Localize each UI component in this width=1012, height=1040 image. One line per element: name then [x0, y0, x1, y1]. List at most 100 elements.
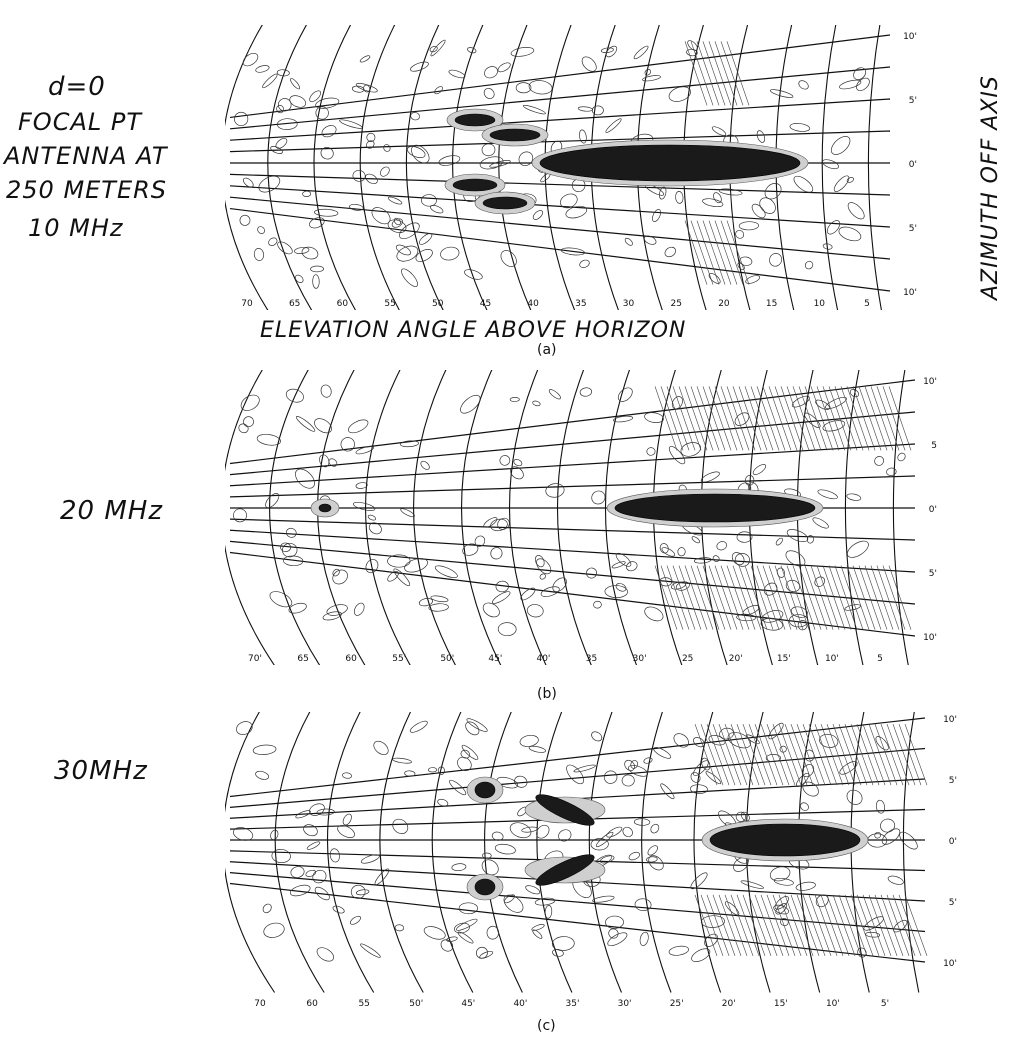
hatch-line [684, 220, 708, 285]
contour-loop [760, 617, 784, 631]
hatch-line [712, 894, 736, 957]
hatch-line [672, 565, 696, 630]
contour-loop [310, 265, 324, 273]
contour-loop [718, 188, 743, 196]
contour-loop [322, 611, 342, 621]
contour-loop [289, 884, 311, 897]
contour-loop [373, 740, 389, 756]
contour-loop [785, 550, 806, 567]
contour-loop [769, 253, 783, 267]
elevation-tick-label: 5 [864, 299, 870, 309]
contour-loop [822, 243, 833, 250]
contour-loop [499, 455, 511, 466]
contour-loop [899, 831, 918, 850]
contour-loop [462, 543, 479, 556]
hatch-line [732, 565, 756, 630]
contour-loop [763, 582, 778, 596]
contour-loop [897, 452, 906, 462]
contour-loop [285, 388, 304, 403]
contour-loop [839, 79, 862, 90]
contour-loop [288, 602, 307, 614]
contour-loop [595, 831, 614, 848]
hatch-line [724, 723, 748, 786]
hatch-line [838, 723, 862, 786]
contour-loop [536, 824, 550, 839]
contour-loop [745, 275, 761, 284]
contour-loop [881, 828, 901, 845]
contour-loop [303, 824, 318, 837]
contour-loop [351, 85, 365, 93]
contour-loop [504, 894, 516, 904]
contour-loop [269, 591, 293, 608]
main-lobe [614, 493, 816, 523]
contour-loop [731, 552, 745, 566]
contour-loop [342, 813, 352, 826]
azimuth-line [229, 551, 916, 637]
hatch-line [726, 386, 750, 451]
contour-loop [633, 45, 649, 60]
contour-loop [457, 756, 472, 772]
hatch-line [690, 386, 714, 451]
contour-loop [518, 151, 534, 167]
azimuth-tick-label: 5' [949, 898, 957, 908]
contour-loop [503, 894, 524, 913]
contour-loop [467, 47, 477, 54]
contour-loop [605, 45, 618, 58]
contour-loop [846, 493, 862, 501]
contour-loop [785, 579, 801, 593]
hatch-line [876, 386, 900, 451]
hatch-line [816, 565, 840, 630]
contour-loop [856, 77, 870, 92]
elevation-arc [867, 25, 882, 310]
contour-loop [647, 845, 658, 856]
contour-loop [430, 595, 449, 603]
hatch-line [820, 723, 844, 786]
contour-loop [712, 555, 720, 562]
contour-loop [531, 924, 545, 931]
azimuth-line [229, 379, 916, 465]
contour-loop [328, 458, 338, 467]
hatch-line [784, 723, 808, 786]
azimuth-tick-label: 5' [929, 569, 937, 579]
hatch-line [678, 565, 702, 630]
contour-loop [605, 118, 622, 133]
contour-loop [711, 126, 727, 136]
hatch-line [696, 386, 720, 451]
hatch-line [690, 565, 714, 630]
hatch-line [786, 565, 810, 630]
hatch-line [802, 723, 826, 786]
contour-loop [393, 568, 411, 587]
contour-loop [708, 273, 721, 284]
hatch-line [718, 894, 742, 957]
azimuth-tick-label: 10' [903, 288, 917, 298]
contour-loop [392, 818, 409, 834]
elevation-tick-label: 45' [461, 999, 475, 1009]
contour-loop [366, 132, 376, 143]
hatch-line [880, 894, 904, 957]
elevation-tick-label: 60 [337, 299, 349, 309]
elevation-tick-label: 25' [670, 999, 684, 1009]
hatch-line [684, 41, 708, 106]
contour-loop [282, 542, 298, 558]
hatch-line [882, 565, 906, 630]
hatch-line [864, 565, 888, 630]
contour-plot-a: 70 65 60 55 50 45 40 35 30 25 20 15 10 5 10' 5' 0' 5' 10' [225, 25, 917, 310]
contour-loop [690, 872, 708, 890]
contour-loop [395, 244, 412, 256]
contour-loop [857, 947, 867, 958]
contour-loop [290, 866, 305, 878]
contour-loop [793, 175, 814, 193]
contour-loop [309, 217, 325, 229]
contour-loop [790, 606, 808, 618]
hatch-line [666, 386, 690, 451]
contour-loop [668, 445, 686, 465]
elevation-tick-label: 30' [618, 999, 632, 1009]
contour-loop [332, 568, 340, 577]
azimuth-line [229, 443, 916, 487]
contour-loop [349, 915, 361, 925]
azimuth-line [229, 475, 916, 498]
contour-loop [387, 571, 399, 582]
hatch-line [774, 565, 798, 630]
contour-loop [510, 466, 524, 480]
hatch-line [654, 386, 678, 451]
